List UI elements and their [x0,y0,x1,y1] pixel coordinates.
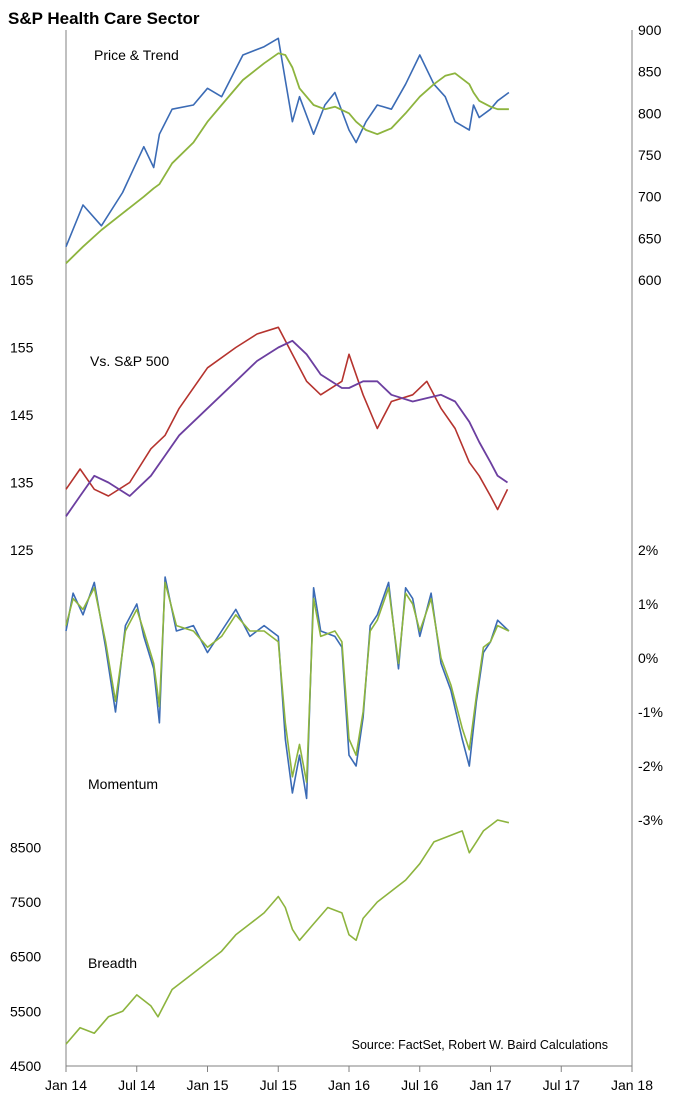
price-series-2-line [65,52,509,264]
price-ytick-label: 600 [638,272,662,288]
momentum-ytick-label: -1% [638,704,663,720]
breadth-ytick-label: 4500 [10,1058,41,1074]
relative-ytick-label: 125 [10,542,34,558]
relative-ytick-label: 145 [10,407,34,423]
price-ytick-label: 650 [638,230,662,246]
momentum-ytick-label: 0% [638,650,658,666]
chart-title: S&P Health Care Sector [8,9,200,28]
x-tick-label: Jan 15 [186,1077,228,1093]
price-series-1-line [65,37,510,248]
relative-series-2-line [65,339,509,517]
breadth-ytick-label: 6500 [10,949,41,965]
relative-panel-label: Vs. S&P 500 [90,353,169,369]
x-tick-label: Jan 16 [328,1077,370,1093]
panel-borders [65,30,633,1066]
momentum-panel-label: Momentum [88,776,158,792]
x-tick-label: Jul 15 [260,1077,298,1093]
price-panel-label: Price & Trend [94,47,179,63]
breadth-ytick-label: 7500 [10,894,41,910]
breadth-ytick-label: 8500 [10,839,41,855]
x-tick-label: Jan 14 [45,1077,87,1093]
price-ytick-label: 850 [638,64,662,80]
relative-ytick-label: 155 [10,340,34,356]
x-tick-label: Jan 17 [469,1077,511,1093]
price-ytick-label: 700 [638,189,662,205]
momentum-ytick-label: 1% [638,596,658,612]
relative-ytick-label: 165 [10,272,34,288]
source-note: Source: FactSet, Robert W. Baird Calcula… [352,1038,608,1052]
chart-marks: 600 650 700 750 800 850 900 125 135 145 155 165 -3% -… [10,22,663,1093]
x-tick-label: Jan 18 [611,1077,653,1093]
momentum-ytick-label: -3% [638,812,663,828]
breadth-series-1-line [65,819,510,1045]
price-ytick-label: 750 [638,147,662,163]
x-tick-label: Jul 14 [118,1077,156,1093]
momentum-series-1-line [65,576,510,800]
x-tick-label: Jul 17 [543,1077,581,1093]
relative-ytick-label: 135 [10,475,34,491]
breadth-panel-label: Breadth [88,955,137,971]
relative-series-1-line [65,326,509,511]
price-ytick-label: 900 [638,22,662,38]
x-tick-label: Jul 16 [401,1077,439,1093]
momentum-ytick-label: 2% [638,542,658,558]
price-ytick-label: 800 [638,105,662,121]
breadth-ytick-label: 5500 [10,1003,41,1019]
momentum-ytick-label: -2% [638,758,663,774]
momentum-series-2-line [65,581,510,784]
